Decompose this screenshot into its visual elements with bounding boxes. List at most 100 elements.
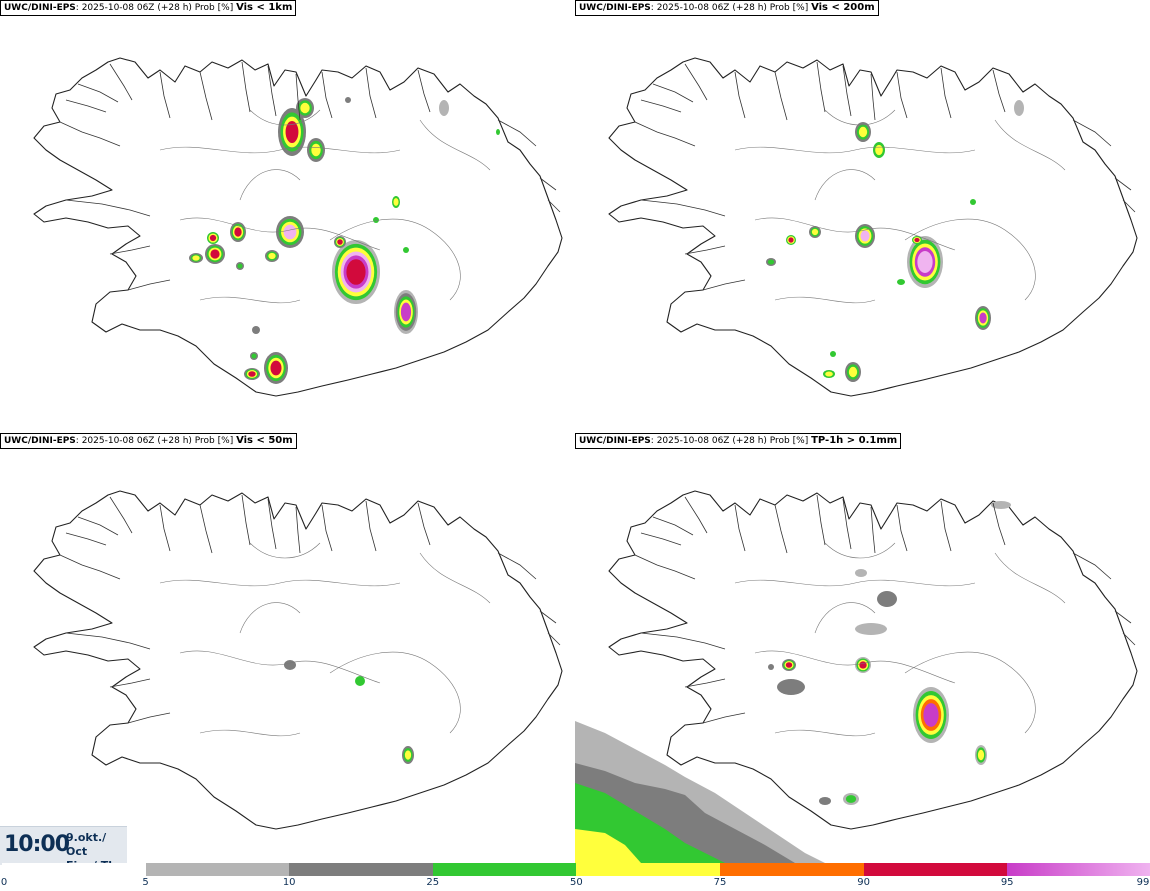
probability-contour: [209, 234, 217, 242]
coast-detail: [684, 496, 708, 534]
coast-detail: [842, 65, 852, 117]
coast-detail: [365, 500, 377, 552]
probability-contour: [914, 237, 920, 243]
region-boundary: [239, 602, 301, 634]
region-boundary: [419, 552, 491, 604]
region-boundary: [239, 169, 301, 201]
coast-detail: [199, 71, 213, 121]
coast-detail: [497, 119, 537, 147]
coast-detail: [321, 504, 333, 552]
map-panel-vis-200m: UWC/DINI-EPS: 2025-10-08 06Z (+28 h) Pro…: [575, 0, 1150, 430]
region-boundary: [734, 146, 976, 154]
probability-contour: [819, 797, 831, 805]
panel-title: UWC/DINI-EPS: 2025-10-08 06Z (+28 h) Pro…: [0, 433, 297, 449]
coast-detail: [497, 552, 537, 580]
region-boundary: [994, 552, 1066, 604]
coast-detail: [65, 532, 107, 546]
region-boundary: [159, 579, 401, 587]
iceland-coastline: [608, 57, 1138, 397]
region-boundary: [814, 169, 876, 201]
probability-contour: [404, 750, 412, 760]
probability-contour: [268, 252, 276, 260]
coast-detail: [896, 504, 908, 552]
coast-detail: [734, 504, 746, 552]
coast-detail: [241, 61, 251, 113]
coast-detail: [640, 632, 726, 650]
probability-contour: [923, 703, 939, 727]
coast-detail: [816, 61, 826, 113]
region-boundary: [754, 650, 956, 684]
region-boundary: [734, 579, 976, 587]
coast-detail: [634, 554, 696, 580]
probability-contour: [777, 679, 805, 695]
legend-tick-label: 0: [0, 877, 8, 888]
probability-contour: [393, 198, 399, 206]
coast-detail: [365, 67, 377, 119]
probability-contour: [825, 371, 833, 377]
probability-contour: [858, 126, 868, 138]
probability-contour: [897, 279, 905, 285]
legend-color-bin: [1007, 863, 1150, 876]
region-boundary: [249, 109, 321, 126]
probability-contour: [252, 326, 260, 334]
coast-detail: [267, 65, 277, 117]
probability-contour: [345, 97, 351, 103]
probability-contour: [237, 263, 243, 269]
probability-contour: [270, 360, 282, 376]
legend-color-bin: [720, 863, 864, 876]
map-panel-precip: UWC/DINI-EPS: 2025-10-08 06Z (+28 h) Pro…: [575, 433, 1150, 863]
coast-detail: [652, 516, 694, 536]
coast-detail: [940, 500, 952, 552]
legend-tick-label: 5: [142, 877, 149, 888]
legend-color-bin: [289, 863, 433, 876]
coast-detail: [774, 71, 788, 121]
probability-contour: [403, 247, 409, 253]
probability-contour: [917, 250, 933, 274]
coast-detail: [992, 502, 1006, 546]
region-boundary: [904, 651, 1036, 734]
probability-contour: [845, 795, 857, 803]
probability-contour: [785, 662, 793, 668]
probability-contour: [1014, 100, 1024, 116]
coast-detail: [940, 67, 952, 119]
probability-contour: [855, 569, 867, 577]
coast-detail: [684, 678, 726, 688]
coast-detail: [640, 532, 682, 546]
iceland-map: [33, 490, 563, 830]
coast-detail: [109, 245, 151, 255]
probability-contour: [210, 249, 220, 259]
coast-detail: [774, 504, 788, 554]
probability-field: [766, 100, 1024, 382]
probability-contour: [373, 217, 379, 223]
probability-contour: [346, 259, 366, 285]
coast-detail: [159, 71, 171, 119]
probability-contour: [337, 239, 343, 245]
coast-detail: [295, 73, 301, 121]
map-panel-vis-1km: UWC/DINI-EPS: 2025-10-08 06Z (+28 h) Pro…: [0, 0, 575, 430]
coast-detail: [65, 199, 151, 217]
region-boundary: [994, 119, 1066, 171]
probability-field: [768, 501, 1011, 805]
coast-detail: [417, 69, 431, 113]
region-boundary: [814, 602, 876, 634]
probability-contour: [248, 371, 256, 377]
region-boundary: [159, 146, 401, 154]
coast-detail: [65, 99, 107, 113]
probability-contour: [811, 228, 819, 236]
coast-detail: [295, 506, 301, 554]
coast-detail: [59, 554, 121, 580]
coast-detail: [1072, 552, 1112, 580]
iceland-coastline: [33, 490, 563, 830]
probability-contour: [285, 120, 299, 144]
coast-detail: [77, 516, 119, 536]
coast-detail: [684, 63, 708, 101]
region-boundary: [824, 542, 896, 559]
probability-contour: [439, 100, 449, 116]
probability-contour: [284, 660, 296, 670]
probability-contour: [848, 366, 858, 378]
probability-contour: [251, 353, 257, 359]
legend-tick-label: 25: [426, 877, 440, 888]
legend-color-bin: [145, 863, 290, 876]
coast-detail: [702, 279, 746, 291]
coast-detail: [321, 71, 333, 119]
